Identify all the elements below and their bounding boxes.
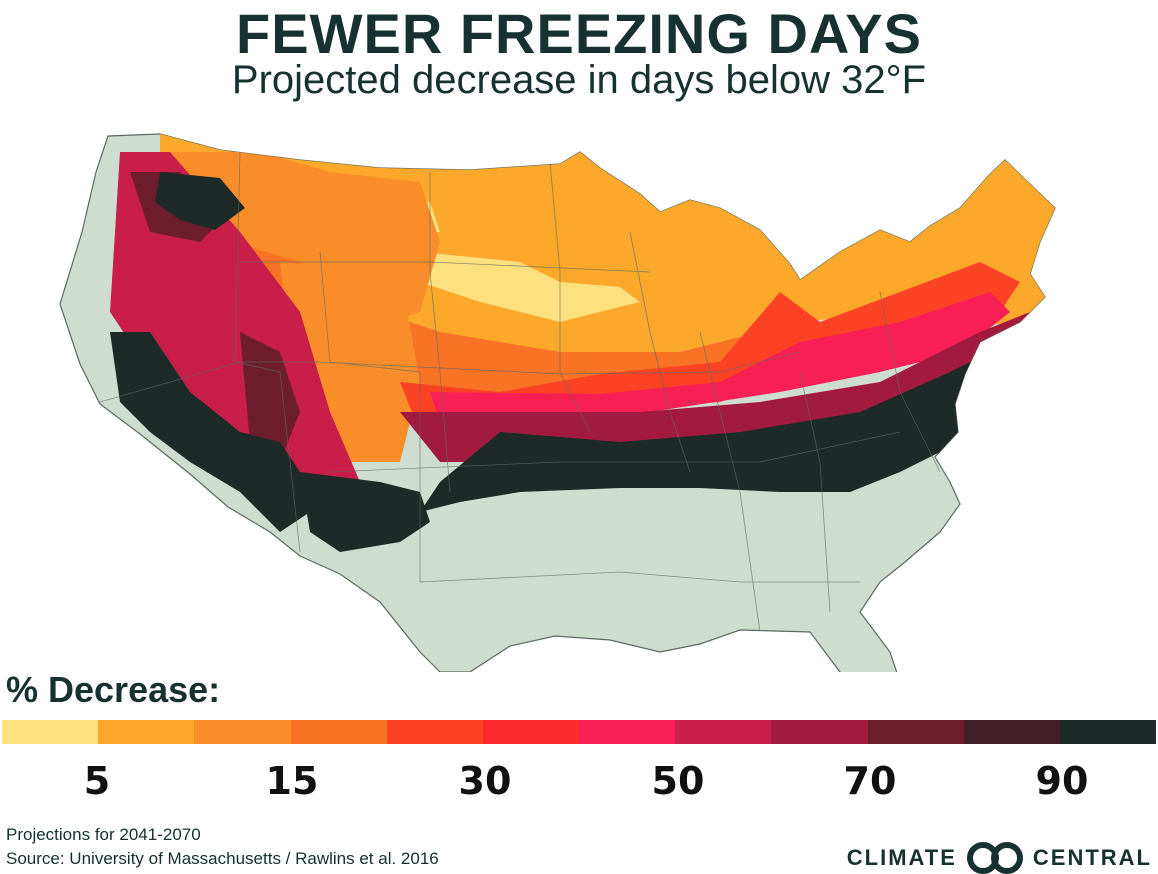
legend-tick-5: 5 (83, 759, 111, 803)
logo-rings-icon (966, 842, 1023, 874)
band-light-yellow (420, 252, 640, 322)
legend-tick-30: 30 (458, 759, 512, 803)
state-borders (99, 151, 941, 633)
legend-swatch-6 (579, 720, 676, 744)
legend-color-bar (2, 720, 1157, 744)
legend-tick-15: 15 (265, 759, 319, 803)
legend-swatch-9 (867, 720, 964, 744)
legend-swatch-3 (290, 720, 387, 744)
legend-swatch-4 (386, 720, 483, 744)
legend-swatch-1 (98, 720, 195, 744)
climate-central-logo: CLIMATE CENTRAL (847, 842, 1152, 874)
legend-tick-70: 70 (843, 759, 897, 803)
legend-swatch-5 (482, 720, 580, 744)
legend-tick-90: 90 (1035, 759, 1089, 803)
projection-period: Projections for 2041-2070 (6, 825, 201, 844)
legend-tick-labels: 5 15 30 50 70 90 (0, 758, 1158, 808)
us-freezing-days-map (59, 133, 1056, 672)
legend-title: % Decrease: (6, 669, 221, 710)
projection-bands (110, 134, 1055, 552)
legend-swatch-2 (194, 720, 291, 744)
legend-swatch-7 (675, 720, 772, 744)
map-title: FEWER FREEZING DAYS (236, 2, 922, 65)
band-pink (430, 292, 1010, 422)
band-orange-sw (280, 262, 420, 462)
band-black-south (420, 347, 1040, 512)
legend-tick-50: 50 (651, 759, 705, 803)
legend-swatch-8 (771, 720, 868, 744)
legend-swatch-0 (2, 720, 99, 744)
band-black-az (300, 472, 430, 552)
band-black-nw (155, 172, 245, 230)
logo-text-right: CENTRAL (1032, 845, 1152, 870)
data-source: Source: University of Massachusetts / Ra… (6, 849, 439, 868)
band-red (400, 262, 1020, 432)
logo-text-left: CLIMATE (846, 845, 957, 870)
band-maroon-2 (240, 332, 300, 462)
legend-swatch-11 (1059, 720, 1157, 744)
map-subtitle: Projected decrease in days below 32°F (231, 58, 927, 102)
legend-swatch-10 (963, 720, 1060, 744)
band-black-west (110, 332, 310, 532)
